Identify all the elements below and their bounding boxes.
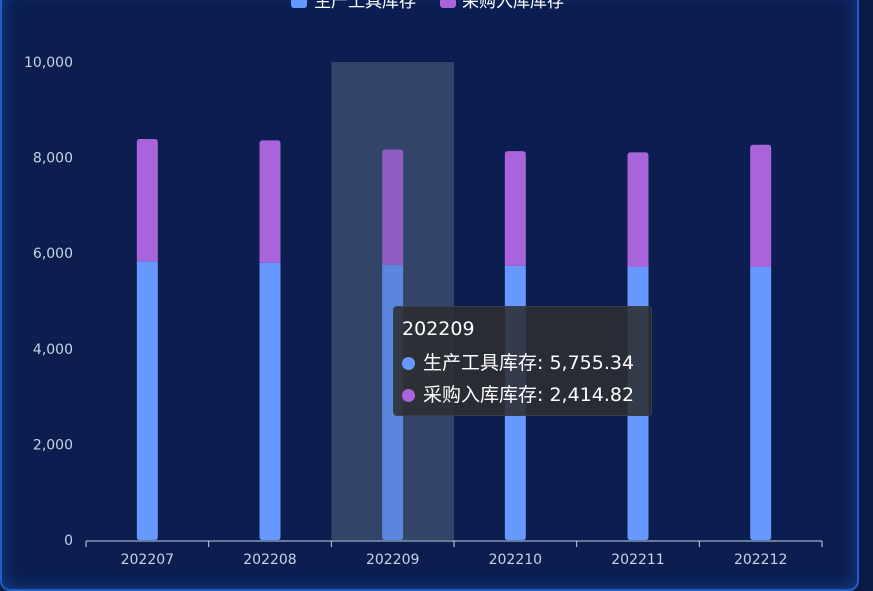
x-tick-label: 202208 [243,552,296,568]
bar-segment-purchase[interactable] [504,151,526,266]
legend: 生产工具库存 采购入库库存 [291,0,564,12]
y-tick-label: 6,000 [33,246,73,262]
legend-label-purchase[interactable]: 采购入库库存 [462,0,564,12]
x-tick-label: 202209 [366,552,419,568]
bar-segment-purchase[interactable] [382,149,404,265]
legend-label-production[interactable]: 生产工具库存 [314,0,416,12]
tooltip-dot-production [402,356,415,370]
bar-segment-production[interactable] [136,261,158,540]
bar-segment-purchase[interactable] [136,138,158,262]
y-axis: 0 2,000 4,000 6,000 8,000 10,000 [24,55,73,549]
y-tick-label: 4,000 [33,342,73,358]
bar-segment-purchase[interactable] [259,140,281,263]
bar-segment-purchase[interactable] [627,152,649,268]
tooltip-row-production: 生产工具库存: 5,755.34 [402,347,651,379]
tooltip-dot-purchase [402,388,415,402]
tooltip-title: 202209 [402,318,475,340]
y-tick-label: 8,000 [33,151,73,167]
tooltip-value-production: 生产工具库存: 5,755.34 [423,352,635,374]
x-axis: 202207 202208 202209 202210 202211 202212 [85,540,823,568]
tooltip-value-purchase: 采购入库库存: 2,414.82 [423,384,635,406]
legend-swatch-purchase[interactable] [440,0,456,8]
bar-segment-production[interactable] [259,262,281,540]
y-tick-label: 2,000 [33,437,73,453]
bar-segment-production[interactable] [750,267,772,540]
tooltip-row-purchase: 采购入库库存: 2,414.82 [402,379,651,411]
x-tick-label: 202210 [489,552,542,568]
legend-swatch-production[interactable] [291,0,307,8]
y-tick-label: 0 [64,533,73,549]
x-tick-label: 202211 [611,552,664,568]
x-tick-label: 202212 [734,552,787,568]
y-tick-label: 10,000 [24,55,73,71]
x-tick-label: 202207 [121,552,174,568]
tooltip: 202209 生产工具库存: 5,755.34 采购入库库存: 2,414.82 [393,306,652,416]
bar-segment-purchase[interactable] [750,144,772,268]
